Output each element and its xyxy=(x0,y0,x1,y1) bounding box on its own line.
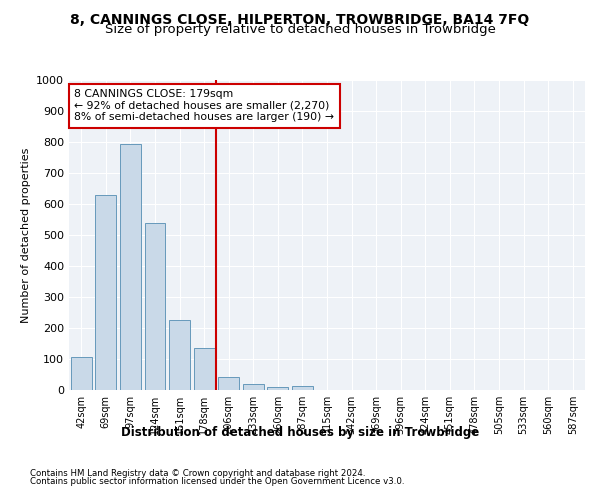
Bar xyxy=(71,358,92,390)
Text: Distribution of detached houses by size in Trowbridge: Distribution of detached houses by size … xyxy=(121,426,479,439)
Bar xyxy=(95,194,116,390)
Text: Contains HM Land Registry data © Crown copyright and database right 2024.: Contains HM Land Registry data © Crown c… xyxy=(30,468,365,477)
Bar xyxy=(268,387,289,390)
Y-axis label: Number of detached properties: Number of detached properties xyxy=(20,148,31,322)
Bar xyxy=(194,348,215,390)
Bar xyxy=(169,320,190,390)
Text: 8 CANNINGS CLOSE: 179sqm
← 92% of detached houses are smaller (2,270)
8% of semi: 8 CANNINGS CLOSE: 179sqm ← 92% of detach… xyxy=(74,90,334,122)
Text: Contains public sector information licensed under the Open Government Licence v3: Contains public sector information licen… xyxy=(30,477,404,486)
Text: 8, CANNINGS CLOSE, HILPERTON, TROWBRIDGE, BA14 7FQ: 8, CANNINGS CLOSE, HILPERTON, TROWBRIDGE… xyxy=(70,12,530,26)
Bar xyxy=(243,384,264,390)
Bar xyxy=(292,386,313,390)
Bar xyxy=(218,377,239,390)
Text: Size of property relative to detached houses in Trowbridge: Size of property relative to detached ho… xyxy=(104,22,496,36)
Bar xyxy=(145,222,166,390)
Bar xyxy=(120,144,141,390)
